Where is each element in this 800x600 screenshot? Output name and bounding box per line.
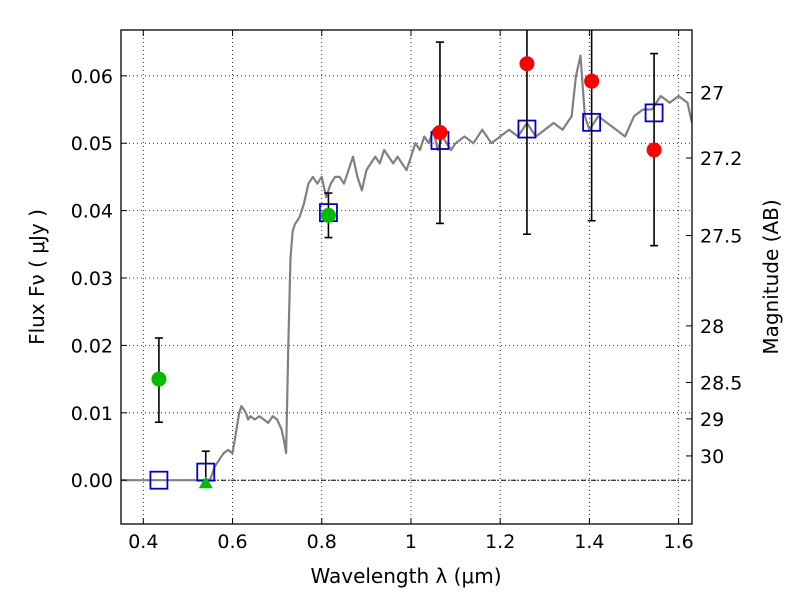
magnitude-tick-label: 27.5 [700, 226, 742, 248]
upper-limit-point [198, 476, 213, 489]
plot-content [121, 30, 692, 490]
y-tick-label: 0.06 [71, 66, 113, 88]
y-tick-label: 0.00 [71, 470, 113, 492]
y-tick-label: 0.04 [71, 201, 113, 223]
magnitude-axis-ticks: 27 27.2 27.5 28 28.5 29 30 [686, 83, 742, 468]
x-tick-label: 1.4 [574, 531, 604, 553]
plot-frame [120, 29, 693, 525]
x-tick-label: 0.8 [307, 531, 337, 553]
observed-flux-point [584, 73, 600, 89]
model-spectrum-line [121, 54, 692, 482]
y-tick-label: 0.03 [71, 268, 113, 290]
magnitude-tick-label: 29 [700, 409, 724, 431]
x-tick-label: 0.4 [128, 531, 158, 553]
y-axis-ticks: 0.00 0.01 0.02 0.03 0.04 0.05 0.06 [71, 66, 127, 492]
observed-flux-point [432, 124, 448, 140]
y-axis-label: Flux Fν ( μJy ) [25, 209, 49, 345]
x-tick-label: 0.6 [217, 531, 247, 553]
x-axis-label: Wavelength λ (μm) [310, 564, 501, 588]
magnitude-tick-label: 28.5 [700, 372, 742, 394]
y-tick-label: 0.01 [71, 403, 113, 425]
observed-flux-point [151, 371, 167, 387]
magnitude-tick-label: 27 [700, 83, 724, 105]
right-axis-label: Magnitude (AB) [759, 199, 783, 354]
observed-flux-point [646, 142, 662, 158]
observed-flux-point [519, 56, 535, 72]
y-tick-label: 0.02 [71, 335, 113, 357]
magnitude-tick-label: 27.2 [700, 148, 742, 170]
x-tick-label: 1.2 [485, 531, 515, 553]
model-photometry-point [149, 470, 169, 490]
x-axis-ticks: 0.4 0.6 0.8 1 1.2 1.4 1.6 [128, 30, 694, 553]
observed-flux-point [320, 207, 336, 223]
magnitude-tick-label: 30 [700, 446, 724, 468]
x-tick-label: 1 [405, 531, 417, 553]
x-tick-label: 1.6 [664, 531, 694, 553]
y-tick-label: 0.05 [71, 133, 113, 155]
magnitude-tick-label: 28 [700, 316, 724, 338]
